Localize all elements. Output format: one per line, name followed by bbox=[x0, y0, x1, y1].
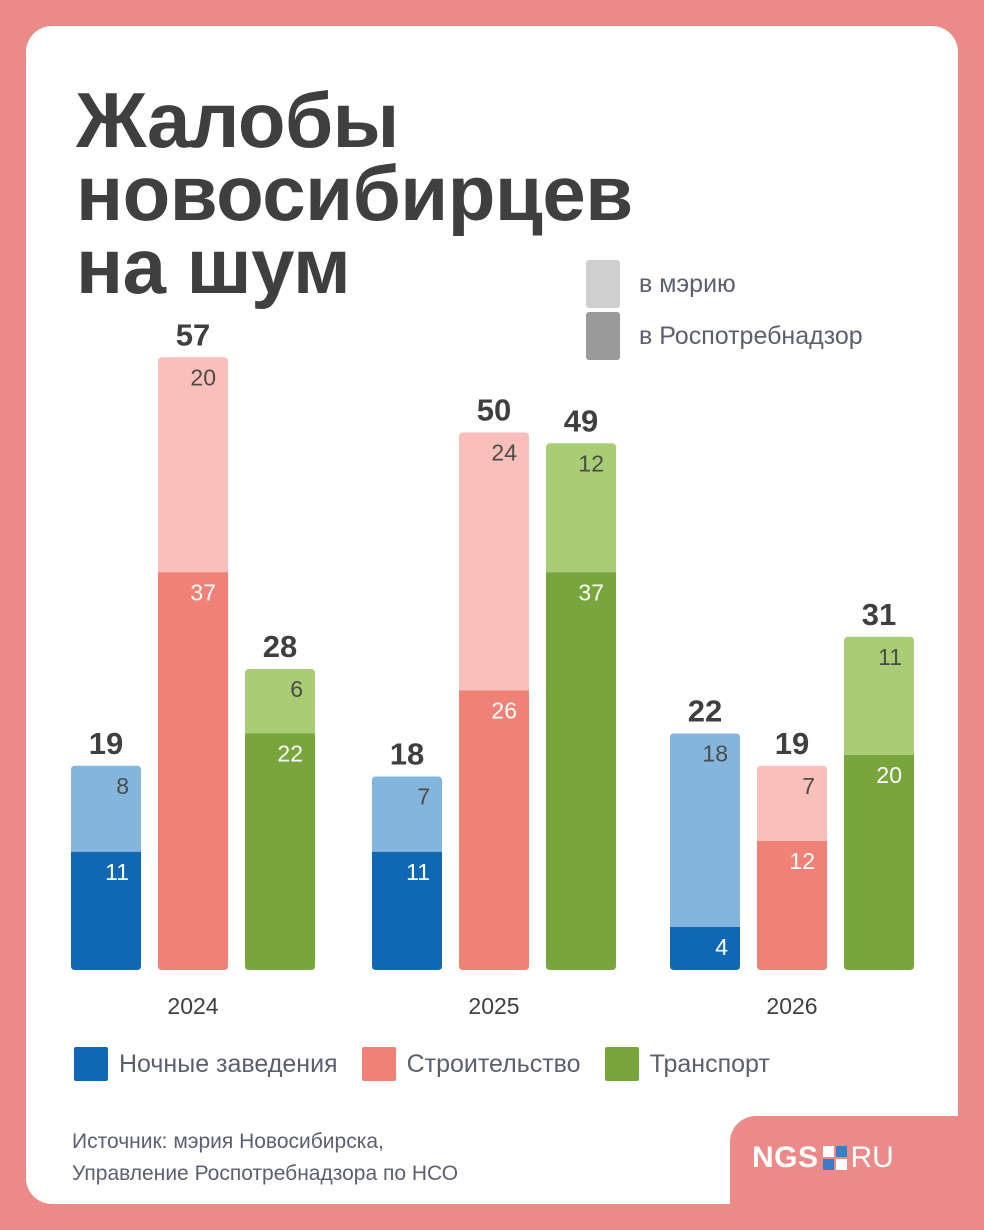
legend-label-nightlife: Ночные заведения bbox=[119, 1049, 338, 1078]
bar-value-label-meriya: 24 bbox=[491, 440, 517, 466]
bar-total-label: 19 bbox=[89, 726, 123, 761]
logo-squares-icon bbox=[822, 1146, 847, 1170]
bar-total-label: 28 bbox=[263, 629, 297, 664]
category-legend: Ночные заведения Строительство Транспорт bbox=[74, 1047, 794, 1081]
x-tick-label: 2024 bbox=[167, 993, 218, 1019]
bar-segment-rospotrebnadzor bbox=[546, 572, 616, 970]
bar-segment-meriya bbox=[459, 432, 529, 691]
bar-segment-rospotrebnadzor bbox=[459, 690, 529, 970]
legend-label-meriya: в мэрию bbox=[639, 269, 736, 298]
bar-value-label-meriya: 7 bbox=[417, 784, 430, 810]
bar-segment-rospotrebnadzor bbox=[372, 851, 442, 970]
bar-segment-meriya bbox=[670, 733, 740, 927]
legend-item-meriya: в мэрию bbox=[586, 260, 863, 308]
bar-segment-rospotrebnadzor bbox=[71, 851, 141, 970]
legend-item-nightlife: Ночные заведения bbox=[74, 1047, 338, 1081]
bar-segment-meriya bbox=[844, 636, 914, 755]
bar-segment-rospotrebnadzor bbox=[670, 927, 740, 970]
source-line-2: Управление Роспотребнадзора по НСО bbox=[72, 1162, 459, 1185]
logo-text-ru: RU bbox=[850, 1141, 894, 1174]
legend-item-transport: Транспорт bbox=[604, 1047, 770, 1081]
bar-segment-rospotrebnadzor bbox=[844, 755, 914, 970]
bar-value-label-rospotrebnadzor: 4 bbox=[715, 934, 728, 960]
legend-swatch-meriya bbox=[586, 260, 620, 308]
bar-segment-rospotrebnadzor bbox=[757, 841, 827, 970]
bar-value-label-meriya: 8 bbox=[116, 773, 129, 799]
legend-item-rospotrebnadzor: в Роспотребнадзор bbox=[586, 312, 863, 360]
bar-value-label-meriya: 12 bbox=[578, 450, 604, 476]
bar-chart: 8111920375762228202471118242650123749202… bbox=[71, 317, 914, 1019]
title-line-2: новосибирцев bbox=[76, 149, 633, 237]
bar-value-label-rospotrebnadzor: 20 bbox=[876, 762, 902, 788]
bar-segment-meriya bbox=[372, 776, 442, 852]
chart-title: Жалобы новосибирцев на шум bbox=[76, 76, 633, 310]
bar-total-label: 18 bbox=[390, 737, 424, 772]
bar-value-label-rospotrebnadzor: 11 bbox=[105, 859, 129, 885]
bar-value-label-meriya: 18 bbox=[702, 741, 728, 767]
bar-value-label-rospotrebnadzor: 37 bbox=[190, 579, 216, 605]
bar-segment-meriya bbox=[245, 669, 315, 734]
bar-value-label-rospotrebnadzor: 37 bbox=[578, 579, 604, 605]
legend-label-rospotrebnadzor: в Роспотребнадзор bbox=[639, 321, 863, 350]
bar-total-label: 50 bbox=[477, 393, 511, 428]
bar-value-label-meriya: 20 bbox=[190, 364, 216, 390]
bar-total-label: 31 bbox=[862, 597, 896, 632]
bar-value-label-rospotrebnadzor: 22 bbox=[277, 741, 303, 767]
legend-item-construction: Строительство bbox=[361, 1047, 581, 1081]
bar-value-label-meriya: 6 bbox=[290, 676, 303, 702]
legend-swatch-transport bbox=[604, 1047, 639, 1081]
bar-total-label: 22 bbox=[688, 694, 722, 729]
bar-total-label: 19 bbox=[775, 726, 809, 761]
bar-value-label-rospotrebnadzor: 11 bbox=[406, 859, 430, 885]
bar-total-label: 49 bbox=[564, 403, 598, 438]
stack-legend: в мэрию в Роспотребнадзор bbox=[586, 260, 863, 364]
x-tick-label: 2026 bbox=[766, 993, 817, 1019]
legend-swatch-nightlife bbox=[74, 1047, 108, 1081]
title-line-1: Жалобы bbox=[76, 76, 399, 164]
bar-segment-meriya bbox=[71, 765, 141, 852]
bar-value-label-rospotrebnadzor: 12 bbox=[789, 848, 815, 874]
bar-value-label-rospotrebnadzor: 26 bbox=[491, 698, 517, 724]
legend-label-construction: Строительство bbox=[406, 1049, 581, 1078]
source-line-1: Источник: мэрия Новосибирска, bbox=[72, 1130, 384, 1153]
bar-segment-rospotrebnadzor bbox=[245, 733, 315, 970]
legend-label-transport: Транспорт bbox=[649, 1049, 770, 1078]
bar-segment-meriya bbox=[757, 765, 827, 841]
bar-segment-rospotrebnadzor bbox=[158, 572, 228, 970]
bar-segment-meriya bbox=[546, 443, 616, 573]
legend-swatch-rospotrebnadzor bbox=[586, 312, 620, 360]
x-tick-label: 2025 bbox=[468, 993, 519, 1019]
logo-text-ngs: NGS bbox=[752, 1141, 819, 1174]
bar-segment-meriya bbox=[158, 357, 228, 573]
bar-total-label: 57 bbox=[176, 317, 210, 352]
source-note: Источник: мэрия Новосибирска, Управление… bbox=[72, 1126, 458, 1190]
title-line-3: на шум bbox=[76, 222, 351, 310]
bar-value-label-meriya: 11 bbox=[878, 644, 902, 670]
infographic-card: Жалобы новосибирцев на шум в мэрию в Рос… bbox=[26, 26, 958, 1204]
bar-value-label-meriya: 7 bbox=[802, 773, 815, 799]
ngs-logo[interactable]: NGS RU bbox=[752, 1138, 894, 1178]
legend-swatch-construction bbox=[361, 1047, 396, 1081]
